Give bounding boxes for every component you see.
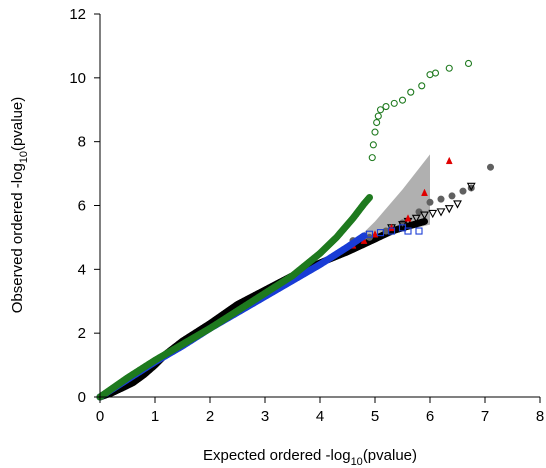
data-point [368,154,376,162]
data-point [407,88,415,96]
y-tick-label: 2 [78,325,86,342]
data-point [371,230,379,238]
data-point [428,209,438,219]
x-tick-label: 2 [206,408,214,425]
data-point [376,229,385,237]
x-axis-title: Expected ordered -log10(pvalue) [203,447,417,468]
y-tick-label: 0 [78,389,86,406]
x-ticks: 0 1 2 3 4 5 6 7 8 [96,397,544,425]
data-point [404,227,412,235]
data-point [464,59,473,68]
data-point [437,195,445,203]
x-tick-label: 8 [536,408,544,425]
data-point [453,200,462,209]
y-tick-label: 8 [78,134,86,151]
x-tick-label: 1 [151,408,159,425]
data-point [426,198,434,206]
data-point [448,192,456,200]
y-tick-label: 10 [69,70,86,87]
data-point [398,96,407,104]
data-point [374,112,382,120]
axes [99,14,540,398]
data-point [445,64,453,72]
x-tick-label: 3 [261,408,269,425]
data-point [382,103,390,111]
data-point [365,230,374,238]
data-point [371,128,379,136]
x-tick-label: 4 [316,408,324,425]
y-tick-label: 4 [78,261,86,278]
data-point [486,163,494,171]
y-tick-label: 12 [69,6,86,23]
data-point [420,211,429,220]
data-point [418,82,426,90]
data-point [444,205,454,214]
confidence-band-area [347,154,430,255]
data-points [96,59,494,401]
data-point [404,214,412,222]
data-point [390,99,398,107]
confidence-band [347,154,430,255]
data-point [466,182,476,192]
data-point [373,118,381,127]
y-tick-label: 6 [78,198,86,215]
x-tick-label: 0 [96,408,104,425]
data-point [360,232,368,240]
x-tick-label: 7 [481,408,489,425]
x-tick-label: 6 [426,408,434,425]
x-tick-label: 5 [371,408,379,425]
data-point [411,214,421,223]
data-point [459,187,467,195]
data-point [369,141,377,149]
data-point [436,208,446,217]
data-point [415,227,423,235]
data-point [421,188,428,196]
y-axis-title: Observed ordered -log10(pvalue) [9,97,30,314]
data-point [365,194,373,202]
y-ticks: 0 2 4 6 8 10 12 [69,6,100,406]
data-point [376,106,385,114]
data-point [445,156,453,165]
data-point [387,227,396,235]
data-point [431,69,440,77]
